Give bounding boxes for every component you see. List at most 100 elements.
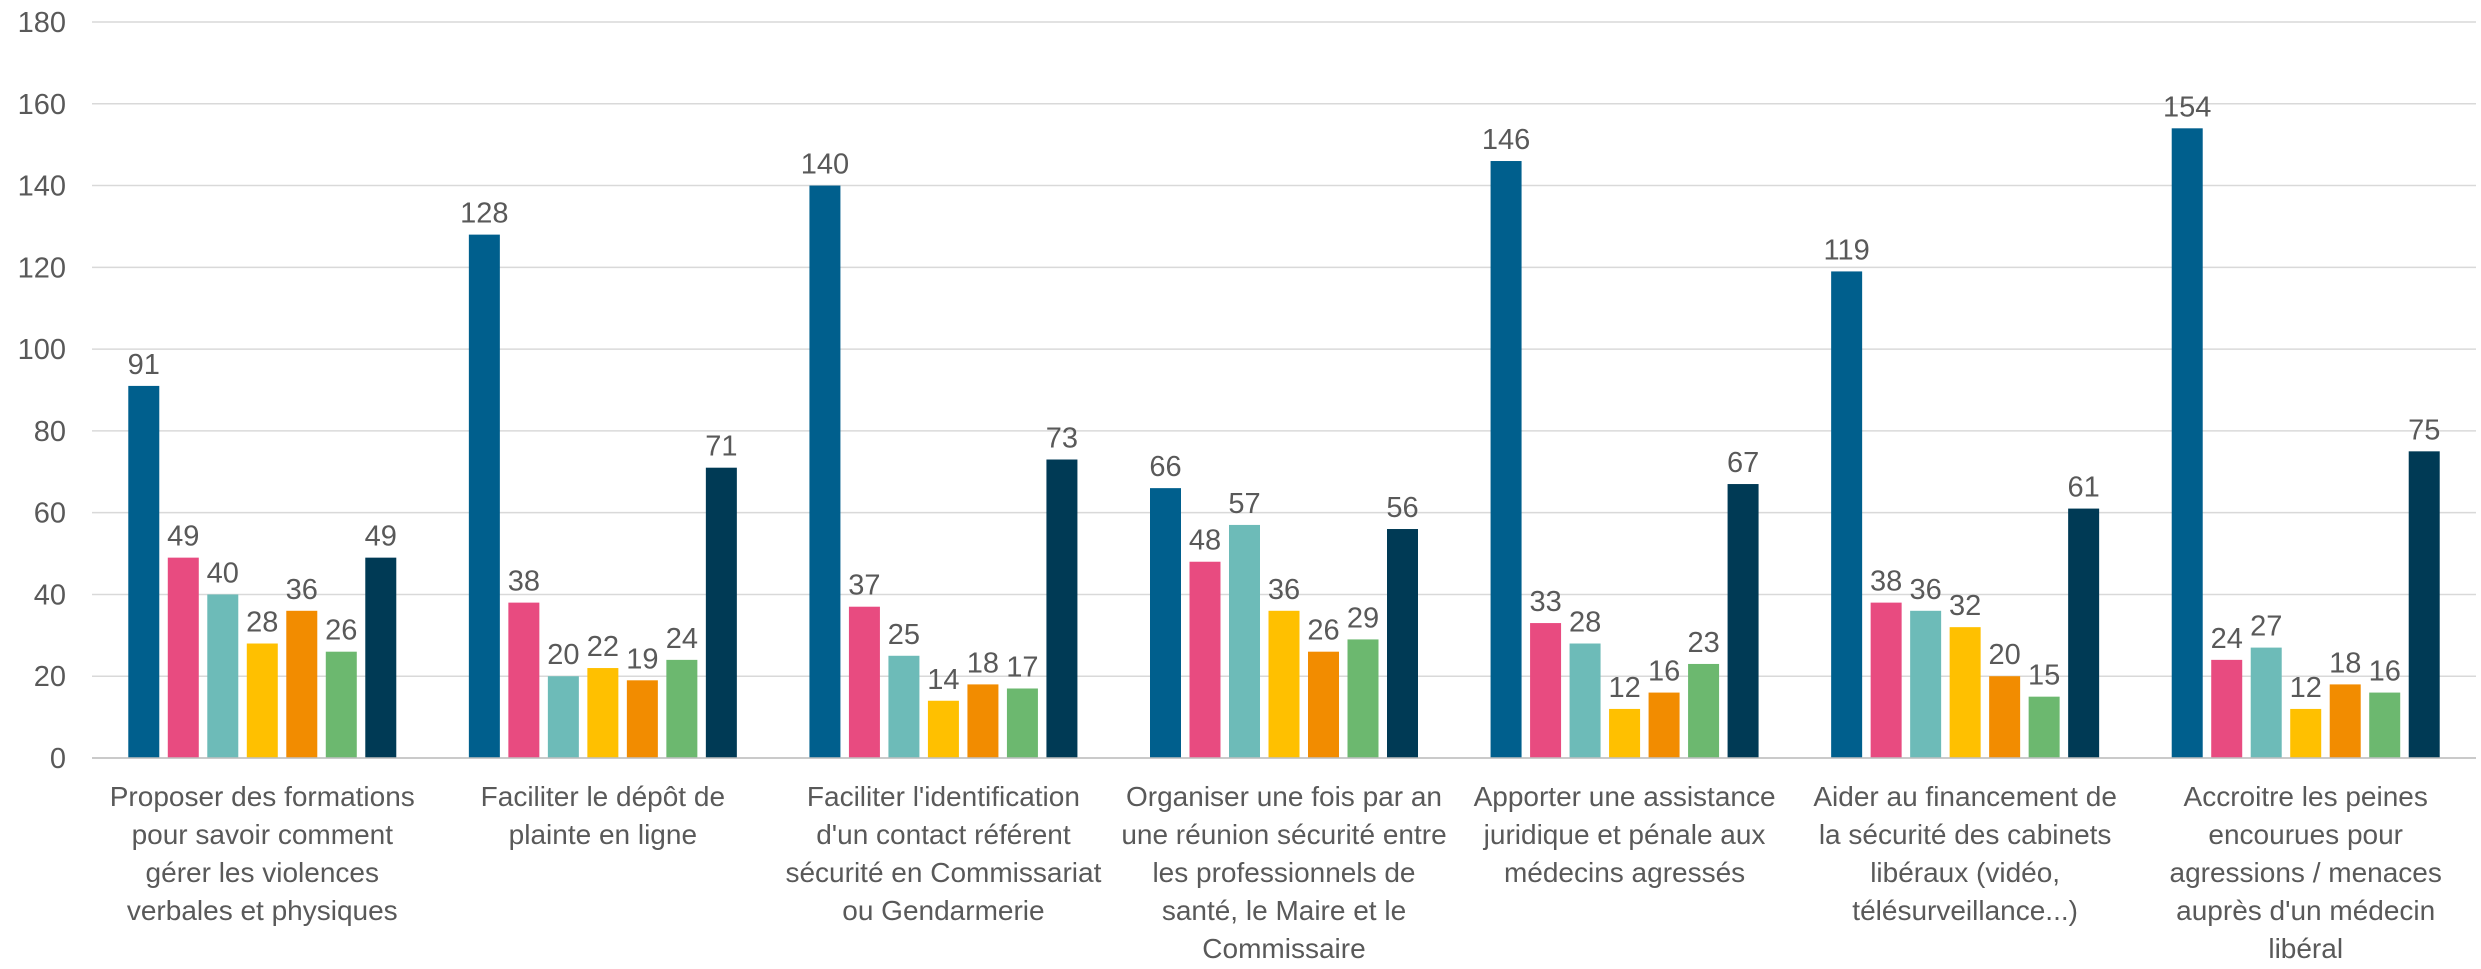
- data-label: 146: [1482, 124, 1530, 156]
- data-label: 40: [207, 557, 239, 589]
- y-tick-label: 40: [34, 579, 66, 611]
- data-label: 71: [705, 431, 737, 463]
- data-label: 48: [1189, 525, 1221, 557]
- bar: [1347, 639, 1379, 758]
- bar: [2211, 659, 2243, 758]
- data-label: 140: [801, 149, 849, 181]
- data-label: 37: [848, 570, 880, 602]
- data-label: 36: [1910, 574, 1942, 606]
- bar: [547, 676, 579, 758]
- bar: [1648, 692, 1680, 758]
- data-label: 16: [2369, 656, 2401, 688]
- bar: [666, 659, 698, 758]
- bar: [1490, 161, 1522, 758]
- bar: [1569, 643, 1601, 758]
- data-label: 36: [1268, 574, 1300, 606]
- data-label: 27: [2250, 611, 2282, 643]
- y-tick-label: 120: [18, 252, 66, 284]
- data-label: 24: [2211, 623, 2243, 655]
- bar: [1870, 602, 1902, 758]
- bar: [2068, 508, 2100, 758]
- bar: [207, 594, 239, 758]
- data-label: 66: [1149, 451, 1181, 483]
- data-label: 56: [1386, 492, 1418, 524]
- data-label: 128: [460, 198, 508, 230]
- bar: [809, 185, 841, 759]
- bar: [1268, 610, 1300, 758]
- y-tick-label: 80: [34, 416, 66, 448]
- bar: [927, 700, 959, 758]
- data-label: 154: [2163, 91, 2211, 123]
- x-tick-label: Apporter une assistance juridique et pén…: [1473, 781, 1776, 888]
- bar: [365, 557, 397, 758]
- y-tick-label: 20: [34, 661, 66, 693]
- bar: [626, 680, 658, 758]
- bar: [2369, 692, 2401, 758]
- bar: [1831, 271, 1863, 758]
- y-tick-label: 60: [34, 498, 66, 530]
- bar: [1006, 688, 1038, 758]
- data-label: 33: [1529, 586, 1561, 618]
- data-label: 22: [587, 631, 619, 663]
- bar: [1046, 459, 1078, 758]
- data-label: 36: [286, 574, 318, 606]
- bar: [1910, 610, 1942, 758]
- data-label: 23: [1687, 627, 1719, 659]
- y-tick-label: 160: [18, 89, 66, 121]
- bar: [128, 385, 160, 758]
- bar: [325, 651, 357, 758]
- data-label: 24: [666, 623, 698, 655]
- bar: [1727, 484, 1759, 758]
- bar: [587, 668, 619, 758]
- data-label: 19: [626, 643, 658, 675]
- bar: [2290, 708, 2322, 758]
- data-label: 91: [128, 349, 160, 381]
- data-label: 12: [2290, 672, 2322, 704]
- data-label: 17: [1006, 651, 1038, 683]
- data-label: 15: [2028, 660, 2060, 692]
- bar: [967, 684, 999, 758]
- data-label: 49: [167, 521, 199, 553]
- bar: [1308, 651, 1339, 758]
- data-label: 38: [1870, 566, 1902, 598]
- data-label: 18: [967, 647, 999, 679]
- bar: [705, 467, 737, 758]
- x-tick-label: Organiser une fois par an une réunion sé…: [1121, 781, 1447, 964]
- bar: [1387, 529, 1418, 758]
- bar: [1949, 627, 1981, 758]
- data-label: 57: [1228, 488, 1260, 520]
- x-tick-label: Aider au financement de la sécurité des …: [1813, 781, 2117, 926]
- data-label: 67: [1727, 447, 1759, 479]
- data-label: 28: [246, 607, 278, 639]
- data-label: 28: [1569, 607, 1601, 639]
- bar: [246, 643, 278, 758]
- data-label: 29: [1347, 602, 1379, 634]
- data-label: 12: [1608, 672, 1640, 704]
- y-tick-label: 100: [18, 334, 66, 366]
- bar: [2329, 684, 2361, 758]
- x-tick-label: Faciliter l'identification d'un contact …: [785, 781, 1102, 926]
- x-tick-label: Faciliter le dépôt de plainte en ligne: [480, 781, 726, 850]
- y-tick-label: 180: [18, 7, 66, 39]
- data-label: 20: [547, 639, 579, 671]
- bar: [508, 602, 540, 758]
- data-label: 75: [2408, 414, 2440, 446]
- bar: [468, 234, 500, 759]
- bar: [1530, 623, 1562, 758]
- data-label: 73: [1046, 423, 1078, 455]
- bar: [2028, 696, 2060, 758]
- data-label: 18: [2329, 647, 2361, 679]
- bar: [888, 655, 920, 758]
- y-tick-label: 0: [50, 743, 66, 775]
- data-label: 20: [1989, 639, 2021, 671]
- bar: [1609, 708, 1641, 758]
- data-label: 16: [1648, 656, 1680, 688]
- bar: [2408, 451, 2440, 758]
- data-label: 119: [1824, 234, 1870, 266]
- bar: [286, 610, 318, 758]
- bar: [1688, 663, 1720, 758]
- data-label: 61: [2068, 472, 2100, 504]
- bar: [848, 606, 880, 758]
